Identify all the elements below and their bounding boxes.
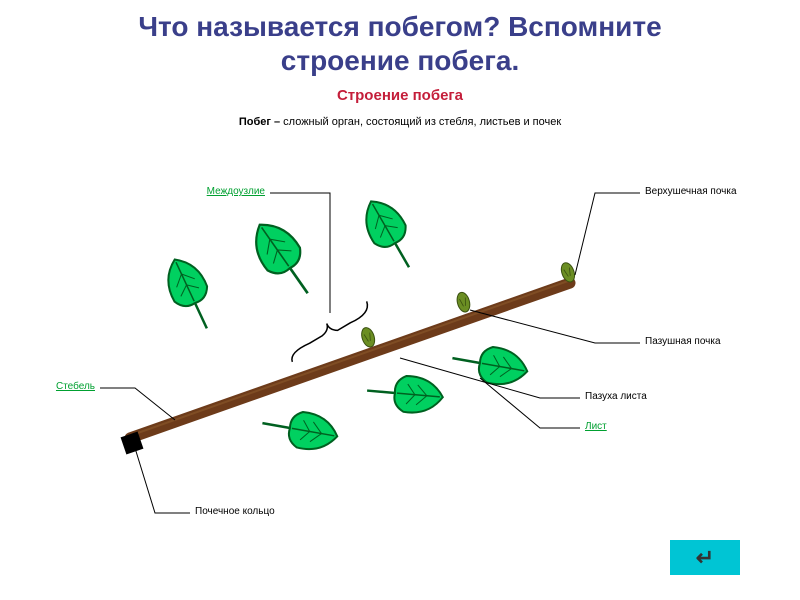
definition: Побег – сложный орган, состоящий из стеб… bbox=[0, 116, 800, 128]
label-axillary-bud: Пазушная почка bbox=[645, 336, 721, 347]
label-leaf-axil: Пазуха листа bbox=[585, 391, 647, 402]
label-apical-bud: Верхушечная почка bbox=[645, 186, 737, 197]
title-line2: строение побега. bbox=[281, 45, 519, 76]
label-internode: Междоузлие bbox=[207, 186, 265, 197]
definition-term: Побег – bbox=[239, 116, 280, 128]
title-line1: Что называется побегом? Вспомните bbox=[138, 11, 661, 42]
nav-back-button[interactable]: ↵ bbox=[670, 540, 740, 575]
definition-text: сложный орган, состоящий из стебля, лист… bbox=[280, 116, 561, 128]
label-bud-scar: Почечное кольцо bbox=[195, 506, 275, 517]
label-leaf: Лист bbox=[585, 421, 607, 432]
main-title: Что называется побегом? Вспомните строен… bbox=[0, 0, 800, 77]
return-arrow-icon: ↵ bbox=[696, 545, 714, 571]
diagram-title: Строение побега bbox=[0, 87, 800, 104]
diagram-svg bbox=[0, 138, 800, 568]
diagram-area: Междоузлие Верхушечная почка Пазушная по… bbox=[0, 138, 800, 568]
label-stem: Стебель bbox=[56, 381, 95, 392]
